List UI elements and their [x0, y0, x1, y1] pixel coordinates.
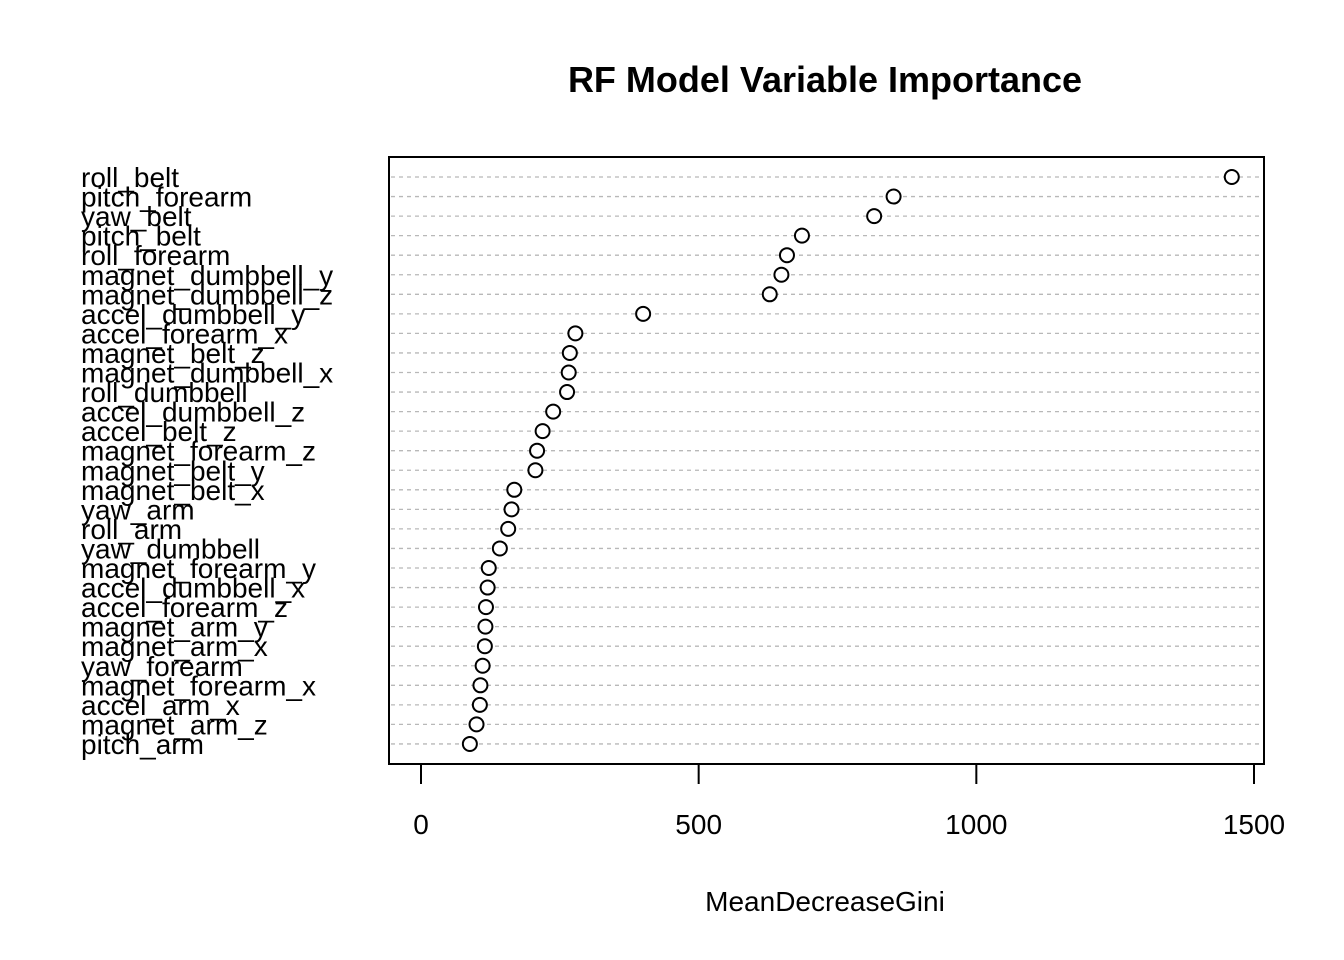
data-point [461, 735, 478, 752]
category-label: magnet_forearm_z [81, 436, 316, 467]
chart-title: RF Model Variable Importance [568, 59, 1082, 100]
data-point [503, 501, 520, 518]
category-label: magnet_belt_z [81, 338, 265, 369]
data-point [761, 286, 778, 303]
data-point [560, 364, 577, 381]
data-point [500, 520, 517, 537]
data-point [471, 696, 488, 713]
data-point [773, 266, 790, 283]
category-label: accel_belt_z [81, 416, 237, 447]
data-point [1223, 169, 1240, 185]
category-label: roll_arm [81, 514, 182, 545]
data-point [559, 384, 576, 401]
gridlines [391, 176, 1262, 745]
data-point [778, 247, 795, 264]
data-point [866, 208, 883, 225]
category-label: accel_forearm_z [81, 592, 288, 623]
data-point [534, 423, 551, 440]
category-label: magnet_forearm_x [81, 670, 316, 701]
category-label: magnet_belt_y [81, 455, 265, 486]
x-axis-title: MeanDecreaseGini [705, 886, 945, 917]
data-point [480, 560, 497, 576]
x-tick-label: 0 [413, 809, 429, 840]
data-point [527, 462, 544, 479]
data-point [545, 403, 562, 420]
x-tick-label: 500 [675, 809, 722, 840]
plot-frame [388, 156, 1265, 765]
data-point [793, 227, 810, 244]
data-point [477, 599, 494, 616]
category-label: pitch_belt [81, 221, 201, 252]
data-point [477, 618, 494, 635]
data-point [885, 188, 902, 205]
x-tick-label: 1500 [1223, 809, 1285, 840]
data-point [567, 325, 584, 342]
category-label: pitch_forearm [81, 182, 252, 213]
data-point [506, 481, 523, 498]
category-label: magnet_belt_x [81, 475, 265, 506]
category-label: yaw_belt [81, 201, 192, 232]
category-label: accel_dumbbell_y [81, 299, 305, 330]
category-label: accel_dumbbell_z [81, 397, 305, 428]
data-points [461, 169, 1240, 752]
category-label: magnet_dumbbell_y [81, 260, 333, 291]
category-label: accel_arm_x [81, 690, 240, 721]
data-point [468, 716, 485, 733]
category-label: accel_forearm_x [81, 318, 288, 349]
data-point [479, 579, 496, 596]
category-label: pitch_arm [81, 729, 204, 760]
category-label: roll_dumbbell [81, 377, 248, 408]
category-label: yaw_dumbbell [81, 533, 260, 564]
category-label: accel_dumbbell_x [81, 573, 305, 604]
category-label: roll_forearm [81, 240, 230, 271]
category-labels: roll_beltpitch_forearmyaw_beltpitch_belt… [81, 162, 333, 760]
data-point [635, 305, 652, 322]
data-point [476, 638, 493, 655]
category-label: magnet_dumbbell_z [81, 279, 333, 310]
category-label: yaw_forearm [81, 651, 243, 682]
x-tick-label: 1000 [945, 809, 1007, 840]
data-point [491, 540, 508, 557]
category-label: magnet_arm_z [81, 709, 268, 740]
category-label: yaw_arm [81, 494, 195, 525]
category-label: magnet_forearm_y [81, 553, 316, 584]
category-label: magnet_arm_y [81, 612, 268, 643]
category-label: magnet_arm_x [81, 631, 268, 662]
category-label: roll_belt [81, 162, 179, 193]
category-label: magnet_dumbbell_x [81, 358, 333, 389]
data-point [529, 442, 546, 459]
x-axis: 0 500 1000 1500 [413, 763, 1285, 840]
data-point [561, 344, 578, 361]
data-point [474, 657, 491, 674]
data-point [472, 677, 489, 694]
